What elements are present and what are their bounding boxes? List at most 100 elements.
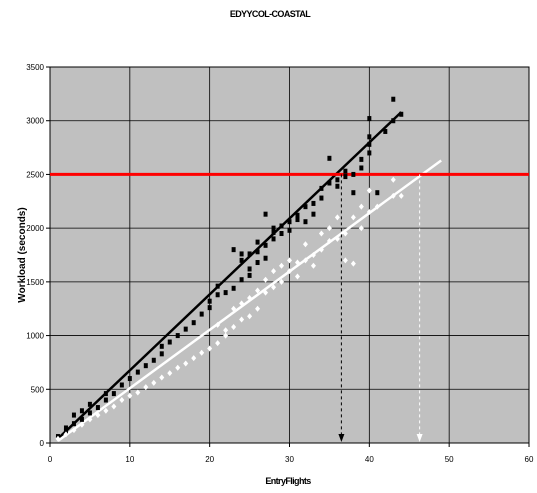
data-point [390, 192, 396, 199]
data-point [111, 391, 116, 397]
y-axis-label: Workload (seconds) [17, 207, 28, 302]
data-point [342, 257, 348, 264]
data-point [287, 227, 292, 233]
data-point [119, 382, 124, 388]
data-point [295, 217, 300, 223]
data-point [71, 427, 77, 434]
data-point [151, 379, 157, 386]
data-point [326, 225, 332, 232]
data-point [127, 392, 133, 399]
data-point [318, 230, 324, 237]
data-point [127, 376, 132, 382]
x-tick-label: 50 [445, 455, 454, 464]
data-point [263, 255, 268, 261]
x-tick-label: 10 [125, 455, 134, 464]
data-point [271, 225, 276, 231]
data-point [87, 401, 92, 407]
data-point [55, 435, 61, 442]
data-point [351, 190, 356, 196]
data-point [303, 204, 308, 210]
projection-arrow [416, 434, 423, 442]
data-point [358, 203, 364, 210]
x-tick-label: 40 [365, 455, 374, 464]
data-point [63, 431, 69, 438]
data-point [199, 311, 204, 317]
data-point [239, 251, 244, 257]
data-point [271, 236, 276, 242]
data-point [367, 150, 372, 156]
data-point [215, 321, 221, 328]
data-point [327, 180, 332, 186]
data-point [271, 268, 277, 275]
data-point [79, 416, 84, 422]
data-point [239, 300, 245, 307]
y-tick-label: 0 [40, 439, 45, 448]
x-axis-label: EntryFlights [265, 476, 311, 486]
data-point [398, 192, 404, 199]
data-point [343, 174, 348, 180]
data-point [263, 289, 269, 296]
data-point [287, 257, 292, 264]
data-points [55, 96, 404, 442]
data-point [359, 156, 364, 162]
data-point [247, 272, 252, 278]
data-point [159, 343, 164, 349]
y-tick-label: 1500 [26, 278, 44, 287]
data-point [310, 252, 316, 258]
data-point [87, 410, 92, 416]
data-point [310, 262, 316, 269]
data-point [143, 363, 148, 369]
data-point [223, 332, 229, 339]
data-point [366, 187, 372, 194]
data-point [191, 320, 196, 326]
data-point [343, 168, 348, 174]
data-point [367, 116, 372, 122]
x-tick-label: 30 [285, 455, 294, 464]
data-point [247, 251, 252, 257]
data-point [319, 185, 324, 191]
data-point [279, 231, 284, 237]
trend-line [57, 111, 403, 440]
data-point [399, 111, 404, 117]
projection-lines [338, 174, 423, 442]
x-tick-label: 20 [205, 455, 214, 464]
data-point [175, 364, 181, 371]
data-point [215, 283, 220, 289]
y-tick-label: 1000 [26, 332, 44, 341]
data-point [383, 128, 388, 134]
data-point [367, 134, 372, 140]
data-point [255, 287, 261, 294]
data-point [167, 370, 173, 377]
data-point [103, 397, 108, 403]
data-point [391, 118, 396, 124]
data-point [375, 190, 380, 196]
data-point [71, 421, 76, 427]
data-point [263, 276, 269, 283]
data-point [63, 425, 68, 431]
data-point [303, 219, 308, 225]
data-point [279, 223, 284, 229]
data-point [79, 408, 84, 414]
data-point [319, 195, 324, 201]
data-point [103, 407, 109, 414]
data-point [255, 260, 260, 266]
data-point [71, 412, 76, 418]
data-point [263, 211, 268, 217]
y-tick-label: 3500 [26, 63, 44, 72]
data-point [63, 428, 68, 434]
data-point [326, 238, 332, 245]
data-point [239, 316, 245, 323]
data-point [311, 211, 316, 217]
data-point [335, 177, 340, 183]
data-point [271, 229, 276, 235]
data-point [135, 369, 140, 375]
data-point [223, 327, 229, 334]
data-point [302, 241, 308, 248]
data-point [247, 313, 253, 320]
data-point [111, 403, 117, 410]
data-point [239, 257, 244, 263]
data-point [263, 242, 268, 248]
data-point [359, 165, 364, 171]
